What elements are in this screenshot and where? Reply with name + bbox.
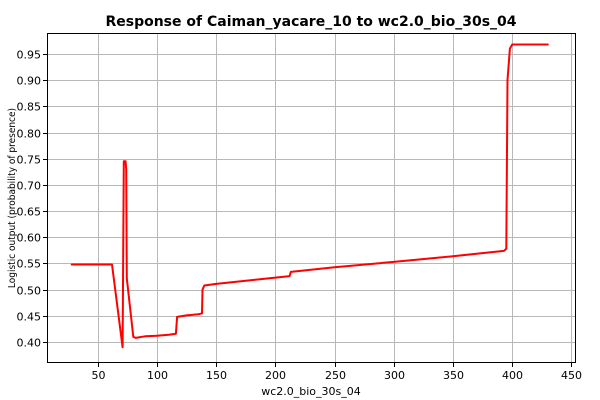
y-tick-label: 0.90	[17, 75, 42, 88]
grid	[48, 34, 575, 362]
x-tick-label: 450	[561, 369, 582, 382]
x-tick-label: 350	[443, 369, 464, 382]
y-tick-label: 0.85	[17, 101, 42, 114]
y-tick-label: 0.75	[17, 154, 42, 167]
y-tick-label: 0.80	[17, 128, 42, 141]
x-tick-label: 100	[147, 369, 168, 382]
y-tick-label: 0.45	[17, 311, 42, 324]
chart-title: Response of Caiman_yacare_10 to wc2.0_bi…	[105, 14, 516, 30]
y-tick-label: 0.65	[17, 206, 42, 219]
x-tick-label: 150	[206, 369, 227, 382]
x-tick-label: 400	[502, 369, 523, 382]
y-tick-label: 0.95	[17, 49, 42, 62]
plot-frame	[47, 33, 576, 363]
y-tick-label: 0.50	[17, 285, 42, 298]
x-tick-label: 50	[92, 369, 106, 382]
x-axis-label: wc2.0_bio_30s_04	[261, 385, 361, 398]
response-curve	[70, 43, 549, 349]
y-tick-label: 0.40	[17, 337, 42, 350]
y-tick-label: 0.55	[17, 258, 42, 271]
y-tick-label: 0.60	[17, 232, 42, 245]
y-tick-label: 0.70	[17, 180, 42, 193]
x-tick-label: 300	[384, 369, 405, 382]
axis-ticks: 50 100 150 200 250 300 350 400 450 0.40 0.45 0.50 0.…	[17, 49, 583, 383]
series-layer	[70, 43, 549, 349]
x-tick-label: 200	[265, 369, 286, 382]
x-tick-label: 250	[325, 369, 346, 382]
y-axis-label: Logistic output (probability of presence…	[7, 108, 18, 288]
